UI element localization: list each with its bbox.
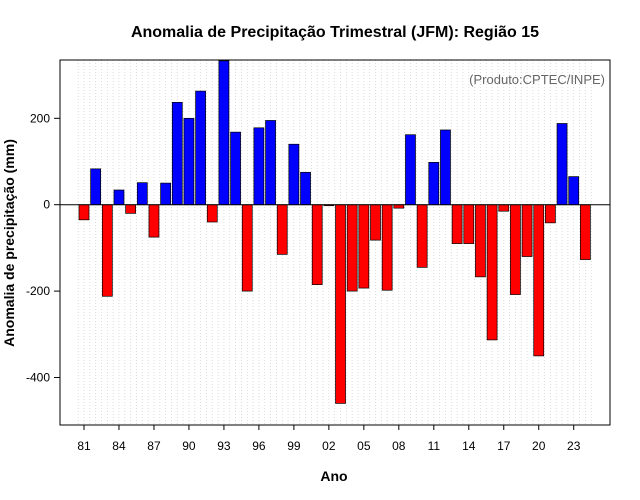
bar-2009 — [405, 134, 416, 206]
y-axis-label: Anomalia de precipitação (mm) — [1, 139, 17, 347]
x-tick-label: 14 — [462, 439, 476, 453]
bar-1996 — [253, 127, 265, 206]
bar-2005 — [358, 204, 370, 289]
bar-1987 — [148, 204, 160, 238]
x-tick-label: 87 — [147, 439, 161, 453]
bar-1994 — [230, 131, 241, 206]
x-tick-label: 08 — [392, 439, 406, 453]
bar-2008 — [393, 204, 405, 209]
y-tick-label: -200 — [26, 284, 50, 298]
bar-2013 — [451, 204, 463, 244]
bar-1983 — [101, 204, 113, 297]
bar-2020 — [533, 204, 545, 357]
bar-2012 — [440, 129, 451, 206]
y-tick-label: 0 — [43, 198, 50, 212]
x-tick-label: 17 — [497, 439, 511, 453]
bar-2010 — [416, 204, 428, 268]
bar-2001 — [311, 204, 323, 285]
bar-1981 — [78, 204, 90, 221]
chart-title: Anomalia de Precipitação Trimestral (JFM… — [131, 24, 539, 41]
bar-2016 — [486, 204, 498, 341]
bar-1995 — [241, 204, 253, 292]
x-tick-label: 02 — [322, 439, 336, 453]
x-tick-label: 84 — [112, 439, 126, 453]
y-axis: -400 -200 0 200 — [26, 111, 60, 384]
product-credit: (Produto:CPTEC/INPE) — [469, 72, 605, 87]
x-axis-label: Ano — [320, 468, 347, 484]
bar-1997 — [265, 120, 276, 206]
x-tick-label: 23 — [567, 439, 581, 453]
bar-1988 — [160, 182, 171, 206]
bar-1991 — [195, 90, 206, 206]
bar-2004 — [346, 204, 358, 292]
x-tick-label: 05 — [357, 439, 371, 453]
bar-1992 — [206, 204, 218, 223]
bar-2021 — [545, 204, 556, 224]
bar-2003 — [335, 204, 346, 404]
x-tick-label: 99 — [287, 439, 301, 453]
bar-2011 — [428, 162, 440, 206]
bar-1982 — [90, 168, 102, 206]
plot-frame — [59, 59, 611, 426]
bar-1993 — [218, 60, 230, 206]
bar-2000 — [300, 171, 311, 206]
x-tick-label: 11 — [428, 439, 441, 453]
y-tick-label: 200 — [30, 111, 50, 125]
bar-2019 — [521, 204, 533, 257]
bar-2006 — [370, 204, 381, 241]
x-tick-label: 90 — [182, 439, 196, 453]
bar-1990 — [183, 117, 195, 206]
bars — [78, 60, 591, 404]
bar-2015 — [475, 204, 486, 278]
x-tick-label: 20 — [532, 439, 546, 453]
bar-1984 — [113, 189, 125, 206]
bar-2024 — [580, 204, 591, 260]
bar-1998 — [276, 204, 288, 255]
bar-2023 — [568, 176, 580, 206]
bar-1999 — [288, 143, 300, 206]
bar-1985 — [125, 204, 136, 214]
x-tick-label: 81 — [77, 439, 91, 453]
x-axis: 81 84 87 90 93 96 99 02 05 08 11 14 17 20 23 — [77, 425, 581, 453]
bar-2022 — [556, 123, 568, 206]
bar-2007 — [381, 204, 393, 291]
bar-2014 — [463, 204, 475, 244]
bar-1989 — [171, 101, 183, 206]
x-tick-label: 93 — [217, 439, 231, 453]
bar-2018 — [510, 204, 521, 295]
bar-1986 — [136, 182, 148, 206]
bar-2017 — [498, 204, 510, 212]
x-tick-label: 96 — [252, 439, 266, 453]
y-tick-label: -400 — [26, 370, 50, 384]
